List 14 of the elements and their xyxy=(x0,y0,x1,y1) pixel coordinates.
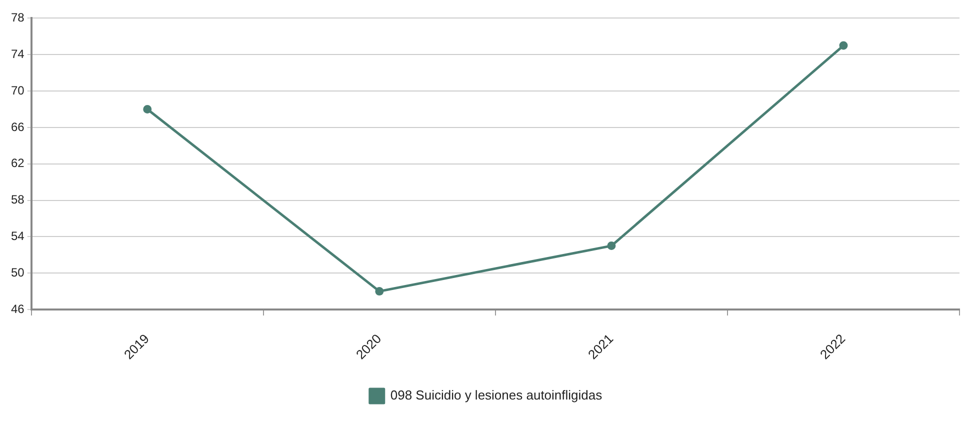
y-tick-label: 78 xyxy=(10,10,25,25)
y-tick-label: 54 xyxy=(10,229,25,243)
point xyxy=(607,242,616,250)
point xyxy=(375,287,384,296)
y-tick-label: 66 xyxy=(10,120,25,134)
y-tick-label: 50 xyxy=(10,265,25,280)
legend-label: 098 Suicidio y lesiones autoinfligidas xyxy=(390,388,603,403)
point xyxy=(839,41,848,50)
point xyxy=(143,104,152,114)
y-tick-label: 46 xyxy=(10,302,25,316)
y-tick-label: 62 xyxy=(10,156,25,170)
y-tick-label: 74 xyxy=(10,46,25,61)
y-tick-label: 58 xyxy=(10,192,25,207)
y-tick-label: 70 xyxy=(10,83,25,98)
